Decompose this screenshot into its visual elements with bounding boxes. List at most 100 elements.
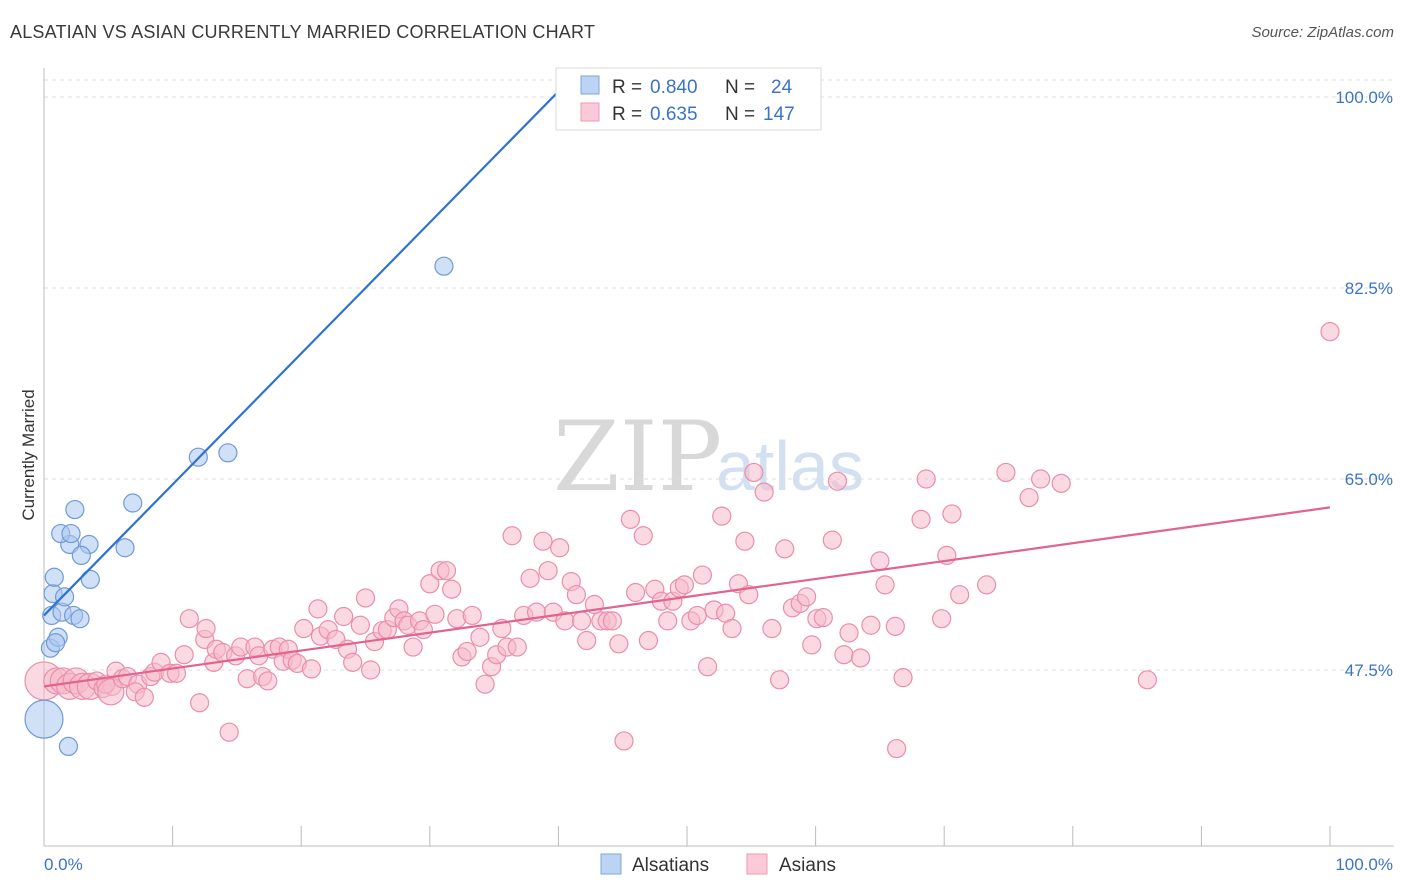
asians-point (735, 531, 755, 551)
asians-point (911, 509, 931, 529)
asians-point (538, 561, 558, 581)
asians-point (361, 660, 381, 680)
asians-point (697, 657, 718, 677)
asians-point (744, 462, 764, 483)
asians-point (355, 588, 376, 608)
asians-point (420, 574, 440, 594)
asians-point (1031, 469, 1051, 489)
asians-point (219, 722, 239, 742)
asians-point (442, 579, 462, 599)
alsatians-point (70, 609, 90, 629)
alsatians-point (45, 633, 66, 653)
asians-point (822, 530, 842, 550)
asians-point (796, 587, 817, 607)
legend-n-label-asians: N = (725, 104, 755, 125)
asians-point (447, 609, 467, 629)
asians-point (550, 538, 570, 558)
asians-point (687, 605, 707, 626)
alsatians-point (115, 538, 135, 558)
asians-point (802, 635, 822, 655)
asians-point (196, 618, 216, 639)
asians-point (1019, 487, 1039, 508)
x-tick-label-max: 100.0% (1335, 855, 1393, 874)
asians-point (614, 731, 634, 751)
asians-point (722, 618, 742, 639)
asians-point (602, 611, 623, 631)
alsatians-point (44, 567, 64, 587)
asians-point (566, 585, 587, 605)
axes (43, 68, 1394, 847)
asians-point (425, 604, 445, 624)
y-tick-label: 82.5% (1345, 279, 1393, 298)
legend-r-label-asians: R = (612, 104, 642, 125)
asians-point (507, 637, 527, 657)
series-legend: Alsatians Asians (600, 853, 836, 876)
asians-point (674, 575, 695, 595)
asians-point (457, 641, 477, 662)
asians-point (571, 611, 592, 631)
alsatians-point (71, 545, 91, 566)
alsatians-point (58, 736, 79, 757)
asians-point (916, 469, 936, 489)
asians-point (1137, 670, 1157, 690)
watermark-zip: ZIP (553, 401, 722, 513)
alsatians-point (24, 699, 64, 739)
bottom-legend-label-asians: Asians (779, 855, 836, 876)
asians-point (533, 531, 553, 551)
y-axis-title: Currently Married (19, 389, 38, 520)
asians-point (996, 462, 1016, 483)
asians-point (436, 561, 457, 581)
x-tick-label-min: 0.0% (44, 855, 83, 874)
alsatians-point (218, 443, 238, 463)
asians-point (134, 687, 154, 707)
asians-point (609, 634, 629, 654)
asians-point (1051, 473, 1071, 493)
y-tick-label: 47.5% (1345, 661, 1393, 680)
asians-point (470, 627, 490, 647)
legend-n-label-alsatians: N = (725, 77, 755, 98)
asians-point (520, 568, 540, 588)
asians-point (813, 608, 833, 628)
y-tick-label: 100.0% (1335, 88, 1393, 107)
chart-source: Source: ZipAtlas.com (1251, 24, 1394, 41)
bottom-legend-swatch-asians (746, 853, 768, 875)
asians-point (475, 674, 495, 694)
alsatians-point (434, 256, 454, 276)
legend-r-value-alsatians: 0.840 (650, 77, 698, 98)
asians-point (294, 618, 314, 639)
asians-point (861, 615, 881, 635)
y-tick-label: 65.0% (1345, 470, 1393, 489)
asians-point (462, 605, 482, 626)
asians-point (885, 616, 905, 636)
alsatians-points (24, 256, 454, 757)
stats-legend-box (555, 67, 822, 131)
asians-point (625, 582, 646, 603)
asians-point (834, 645, 854, 665)
asians-point (620, 509, 641, 529)
alsatians-trend-line (43, 90, 560, 617)
asians-point (942, 504, 962, 524)
asians-point (887, 738, 907, 759)
asians-point (875, 575, 895, 595)
asians-point (692, 565, 713, 585)
y-tick-labels: 47.5% 65.0% 82.5% 100.0% (1335, 88, 1393, 680)
asians-points (24, 322, 1340, 759)
asians-point (334, 606, 354, 627)
asians-point (258, 671, 278, 691)
asians-point (754, 482, 774, 502)
asians-point (577, 630, 597, 651)
asians-point (190, 693, 210, 713)
asians-point (839, 623, 859, 643)
bottom-legend-swatch-alsatians (600, 853, 622, 875)
asians-point (932, 609, 952, 629)
gridlines (44, 79, 1394, 671)
legend-r-label-alsatians: R = (612, 77, 642, 98)
asians-point (827, 471, 848, 491)
asians-point (343, 652, 363, 672)
trend-lines (43, 90, 1331, 688)
stats-legend: R = 0.840 N = 24 R = 0.635 N = 147 (555, 67, 822, 131)
asians-trend-line (43, 506, 1331, 688)
alsatians-point (54, 587, 75, 607)
chart-title: ALSATIAN VS ASIAN CURRENTLY MARRIED CORR… (10, 22, 596, 42)
bottom-legend-label-alsatians: Alsatians (632, 855, 709, 876)
